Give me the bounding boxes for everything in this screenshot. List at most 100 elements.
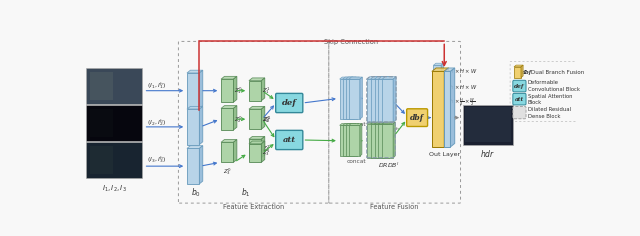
Text: $Z_3^1$: $Z_3^1$ — [262, 148, 271, 158]
Text: Dilated Residual
Dense Block: Dilated Residual Dense Block — [528, 107, 571, 119]
Polygon shape — [441, 63, 444, 78]
Text: Dual Branch Fusion: Dual Branch Fusion — [531, 70, 584, 75]
Polygon shape — [199, 146, 203, 184]
Text: concat: concat — [347, 122, 367, 127]
Bar — [465, 107, 511, 142]
Polygon shape — [374, 124, 385, 158]
Polygon shape — [261, 141, 265, 162]
FancyBboxPatch shape — [513, 80, 526, 92]
Text: att: att — [515, 97, 524, 102]
Text: Feature Fusion: Feature Fusion — [371, 204, 419, 210]
Polygon shape — [356, 77, 359, 119]
Polygon shape — [374, 79, 385, 122]
Polygon shape — [389, 122, 391, 158]
Polygon shape — [444, 72, 451, 147]
Text: $ch \times \frac{H}{2} \times \frac{W}{2}$: $ch \times \frac{H}{2} \times \frac{W}{2… — [447, 97, 476, 108]
Text: $(I_2, I_2^h)$: $(I_2, I_2^h)$ — [147, 117, 166, 128]
Polygon shape — [374, 122, 387, 124]
Text: $hdr$: $hdr$ — [480, 148, 495, 159]
Polygon shape — [343, 79, 353, 119]
Text: def: def — [282, 99, 297, 107]
Text: $DRDB^h$: $DRDB^h$ — [377, 125, 400, 135]
Polygon shape — [432, 68, 449, 72]
Text: $Z_3^0$: $Z_3^0$ — [223, 166, 232, 177]
FancyBboxPatch shape — [513, 93, 526, 105]
Polygon shape — [187, 148, 199, 184]
Polygon shape — [367, 124, 378, 158]
Polygon shape — [249, 106, 265, 109]
Polygon shape — [441, 79, 444, 93]
Text: $Z_1^1$: $Z_1^1$ — [262, 85, 271, 96]
Text: $b_1$: $b_1$ — [241, 187, 251, 199]
Polygon shape — [221, 142, 234, 162]
Polygon shape — [346, 125, 356, 156]
Polygon shape — [353, 124, 356, 156]
Polygon shape — [221, 139, 237, 142]
Text: $Z_2^0$: $Z_2^0$ — [234, 114, 243, 125]
Text: $(I_1, I_1^h)$: $(I_1, I_1^h)$ — [147, 80, 166, 91]
Polygon shape — [444, 68, 454, 72]
Text: $DRDB^l$: $DRDB^l$ — [378, 161, 399, 170]
Bar — [463, 105, 513, 145]
Polygon shape — [199, 70, 203, 108]
Polygon shape — [378, 122, 380, 158]
Polygon shape — [451, 68, 454, 147]
Text: def: def — [514, 84, 525, 88]
Text: Out Layer: Out Layer — [429, 152, 460, 156]
Text: dbf: dbf — [410, 114, 424, 122]
Polygon shape — [187, 70, 203, 73]
Polygon shape — [340, 77, 353, 79]
Polygon shape — [378, 124, 389, 158]
Text: dbf: dbf — [522, 70, 532, 75]
Polygon shape — [382, 79, 393, 122]
Polygon shape — [356, 124, 359, 156]
Polygon shape — [381, 122, 383, 158]
Polygon shape — [382, 122, 396, 124]
Polygon shape — [432, 72, 444, 147]
Bar — [90, 146, 113, 174]
Polygon shape — [433, 94, 444, 96]
Polygon shape — [234, 139, 237, 162]
Polygon shape — [343, 77, 356, 79]
Polygon shape — [187, 106, 203, 109]
Polygon shape — [367, 77, 381, 79]
Polygon shape — [389, 77, 392, 122]
Polygon shape — [514, 67, 521, 78]
Polygon shape — [249, 136, 265, 139]
Polygon shape — [249, 139, 261, 158]
Polygon shape — [433, 65, 441, 78]
Polygon shape — [249, 144, 261, 162]
Bar — [86, 142, 142, 178]
Polygon shape — [378, 79, 389, 122]
Polygon shape — [385, 77, 388, 122]
Text: Skip Connection: Skip Connection — [324, 39, 378, 45]
Polygon shape — [371, 77, 385, 79]
Polygon shape — [521, 65, 523, 78]
Text: att: att — [283, 136, 296, 144]
Bar — [86, 105, 142, 141]
Polygon shape — [381, 77, 385, 122]
Polygon shape — [221, 79, 234, 102]
Text: $Z_1^2$: $Z_1^2$ — [262, 143, 271, 154]
FancyBboxPatch shape — [406, 109, 428, 126]
Polygon shape — [378, 77, 392, 79]
Polygon shape — [221, 106, 237, 108]
Text: $Z_2^1$: $Z_2^1$ — [262, 114, 271, 125]
Polygon shape — [433, 63, 444, 65]
Polygon shape — [371, 122, 383, 124]
Polygon shape — [371, 124, 381, 158]
Bar — [90, 109, 113, 137]
Polygon shape — [385, 122, 387, 158]
Bar — [86, 68, 142, 104]
Bar — [90, 72, 113, 100]
Polygon shape — [346, 77, 359, 79]
Polygon shape — [367, 79, 378, 122]
FancyBboxPatch shape — [276, 93, 303, 113]
Polygon shape — [349, 125, 360, 156]
Polygon shape — [382, 77, 396, 79]
Polygon shape — [378, 122, 391, 124]
Text: $ch \times H \times W$: $ch \times H \times W$ — [447, 67, 478, 76]
Polygon shape — [360, 124, 362, 156]
Polygon shape — [351, 77, 353, 119]
Polygon shape — [261, 136, 265, 158]
